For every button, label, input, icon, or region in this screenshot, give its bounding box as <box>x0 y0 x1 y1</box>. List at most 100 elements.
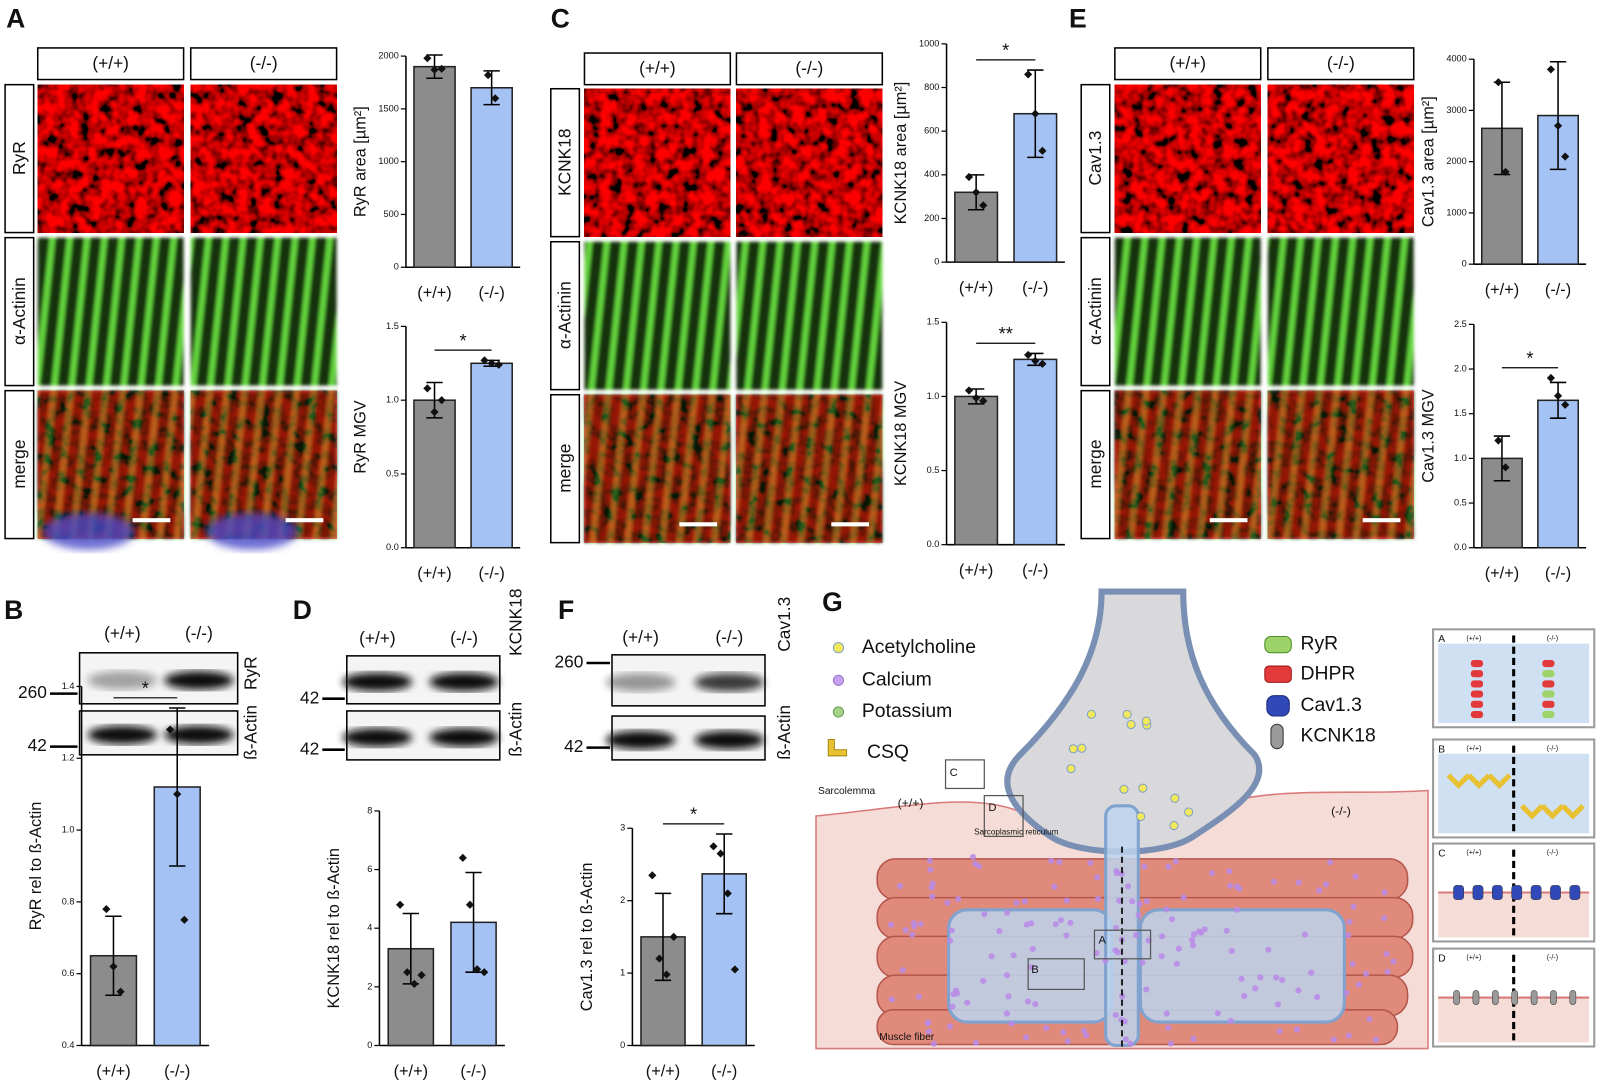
calcium-dot <box>1363 970 1370 977</box>
micrograph <box>190 84 337 233</box>
calcium-dot <box>1236 885 1243 892</box>
band <box>605 673 676 692</box>
lane-header: (-/-) <box>450 628 478 648</box>
bar <box>701 873 747 1047</box>
error-bar <box>716 833 733 915</box>
calcium-dot <box>1057 917 1065 924</box>
green-channel <box>190 237 337 386</box>
band <box>164 671 234 690</box>
inset-label: B <box>1438 744 1445 755</box>
calcium-dot <box>1159 933 1166 940</box>
y-tick-label: 0.5 <box>1454 497 1467 507</box>
calcium-dot <box>1301 931 1308 938</box>
calcium-dot <box>888 996 895 1003</box>
calcium-dot <box>910 920 917 927</box>
calcium-dot <box>917 920 924 927</box>
x-tick-label: (+/+) <box>646 1062 680 1080</box>
y-axis-label: KCNK18 MGV <box>892 381 910 486</box>
calcium-dot <box>1158 953 1165 960</box>
calcium-dot <box>1265 946 1272 953</box>
lane-header: (+/+) <box>104 623 141 643</box>
y-tick-label: 8 <box>367 805 372 815</box>
x-tick-label: (-/-) <box>479 565 505 583</box>
ryr-icon <box>1542 700 1555 708</box>
calcium-dot <box>1167 1040 1175 1047</box>
y-tick-label: 1.5 <box>386 321 399 331</box>
x-tick-label: (+/+) <box>959 562 993 580</box>
calcium-dot <box>1173 960 1180 967</box>
row-label: KCNK18 <box>555 128 575 195</box>
marker-label: 42 <box>564 736 583 756</box>
calcium-dot <box>902 927 909 934</box>
y-tick-label: 2 <box>367 981 372 991</box>
bar <box>1537 399 1580 549</box>
calcium-dots <box>887 709 1397 1047</box>
data-point <box>403 968 412 977</box>
calcium-dot <box>972 1039 980 1046</box>
band-label: ß-Actin <box>774 705 794 760</box>
calcium-dot <box>1314 993 1321 1001</box>
calcium-dot <box>947 937 954 944</box>
calcium-dot <box>1139 959 1146 966</box>
calcium-dot <box>1032 1001 1039 1008</box>
x-tick-label: (+/+) <box>417 284 451 302</box>
significance-label: * <box>142 677 149 698</box>
calcium-dot <box>1384 968 1391 975</box>
ryr-icon <box>1542 690 1555 698</box>
row-label: merge <box>9 440 29 489</box>
calcium-dot <box>1064 1038 1071 1045</box>
calcium-dot <box>964 999 971 1006</box>
y-axis-label: KCNK18 rel to ß-Actin <box>325 848 343 1008</box>
calcium-dot <box>1067 919 1074 926</box>
y-tick-label: 0.8 <box>62 896 75 906</box>
calcium-dot <box>1087 859 1094 866</box>
y-tick-label: 0.0 <box>386 542 399 552</box>
legend-entry: Calcium <box>862 668 932 690</box>
channel-icon <box>1550 990 1557 1005</box>
calcium-dot <box>1352 873 1359 880</box>
data-point <box>1024 350 1033 360</box>
calcium-dot <box>1308 969 1315 976</box>
data-point <box>709 842 718 851</box>
data-point <box>964 386 974 395</box>
data-point <box>662 970 671 979</box>
calcium-dot <box>1136 901 1143 908</box>
x-tick-label: (+/+) <box>96 1062 130 1080</box>
calcium-dot <box>1043 1025 1050 1032</box>
calcium-dot <box>1383 950 1390 957</box>
green-channel <box>1267 237 1414 386</box>
calcium-dot <box>1276 1028 1283 1035</box>
error-bar <box>654 892 672 982</box>
calcium-dot <box>1005 993 1012 1000</box>
y-tick-label: 2.0 <box>1454 363 1467 373</box>
calcium-dot <box>929 880 936 887</box>
calcium-dot <box>1226 868 1233 875</box>
micrograph <box>1267 237 1414 386</box>
data-point <box>1561 400 1570 409</box>
acetylcholine-dot <box>1141 716 1151 726</box>
calcium-dot <box>1116 897 1123 904</box>
significance-label: * <box>690 804 697 825</box>
micrograph <box>584 88 731 237</box>
calcium-dot <box>1189 942 1197 949</box>
calcium-dot <box>930 1040 937 1047</box>
y-tick-label: 200 <box>924 213 939 223</box>
calcium-dot <box>1349 961 1356 968</box>
calcium-dot <box>927 866 934 873</box>
inset-genotype: (-/-) <box>1547 745 1558 753</box>
green-channel <box>584 241 731 390</box>
channel-icon <box>1530 885 1542 900</box>
calcium-dot <box>955 895 962 903</box>
y-tick-label: 500 <box>384 209 399 219</box>
calcium-dot <box>1381 915 1388 922</box>
diagram: G C D A B Sarcolemma (+/+) (-/-) Sarcopl… <box>815 587 1429 1051</box>
data-point <box>1553 121 1563 130</box>
data-point <box>1031 109 1040 118</box>
calcium-dot <box>1190 931 1198 938</box>
y-tick-label: 1.0 <box>62 824 75 834</box>
data-point <box>480 356 489 365</box>
y-axis-label: RyR area [µm²] <box>351 106 369 217</box>
marker-label: 42 <box>300 738 319 758</box>
calcium-dot <box>996 928 1003 935</box>
